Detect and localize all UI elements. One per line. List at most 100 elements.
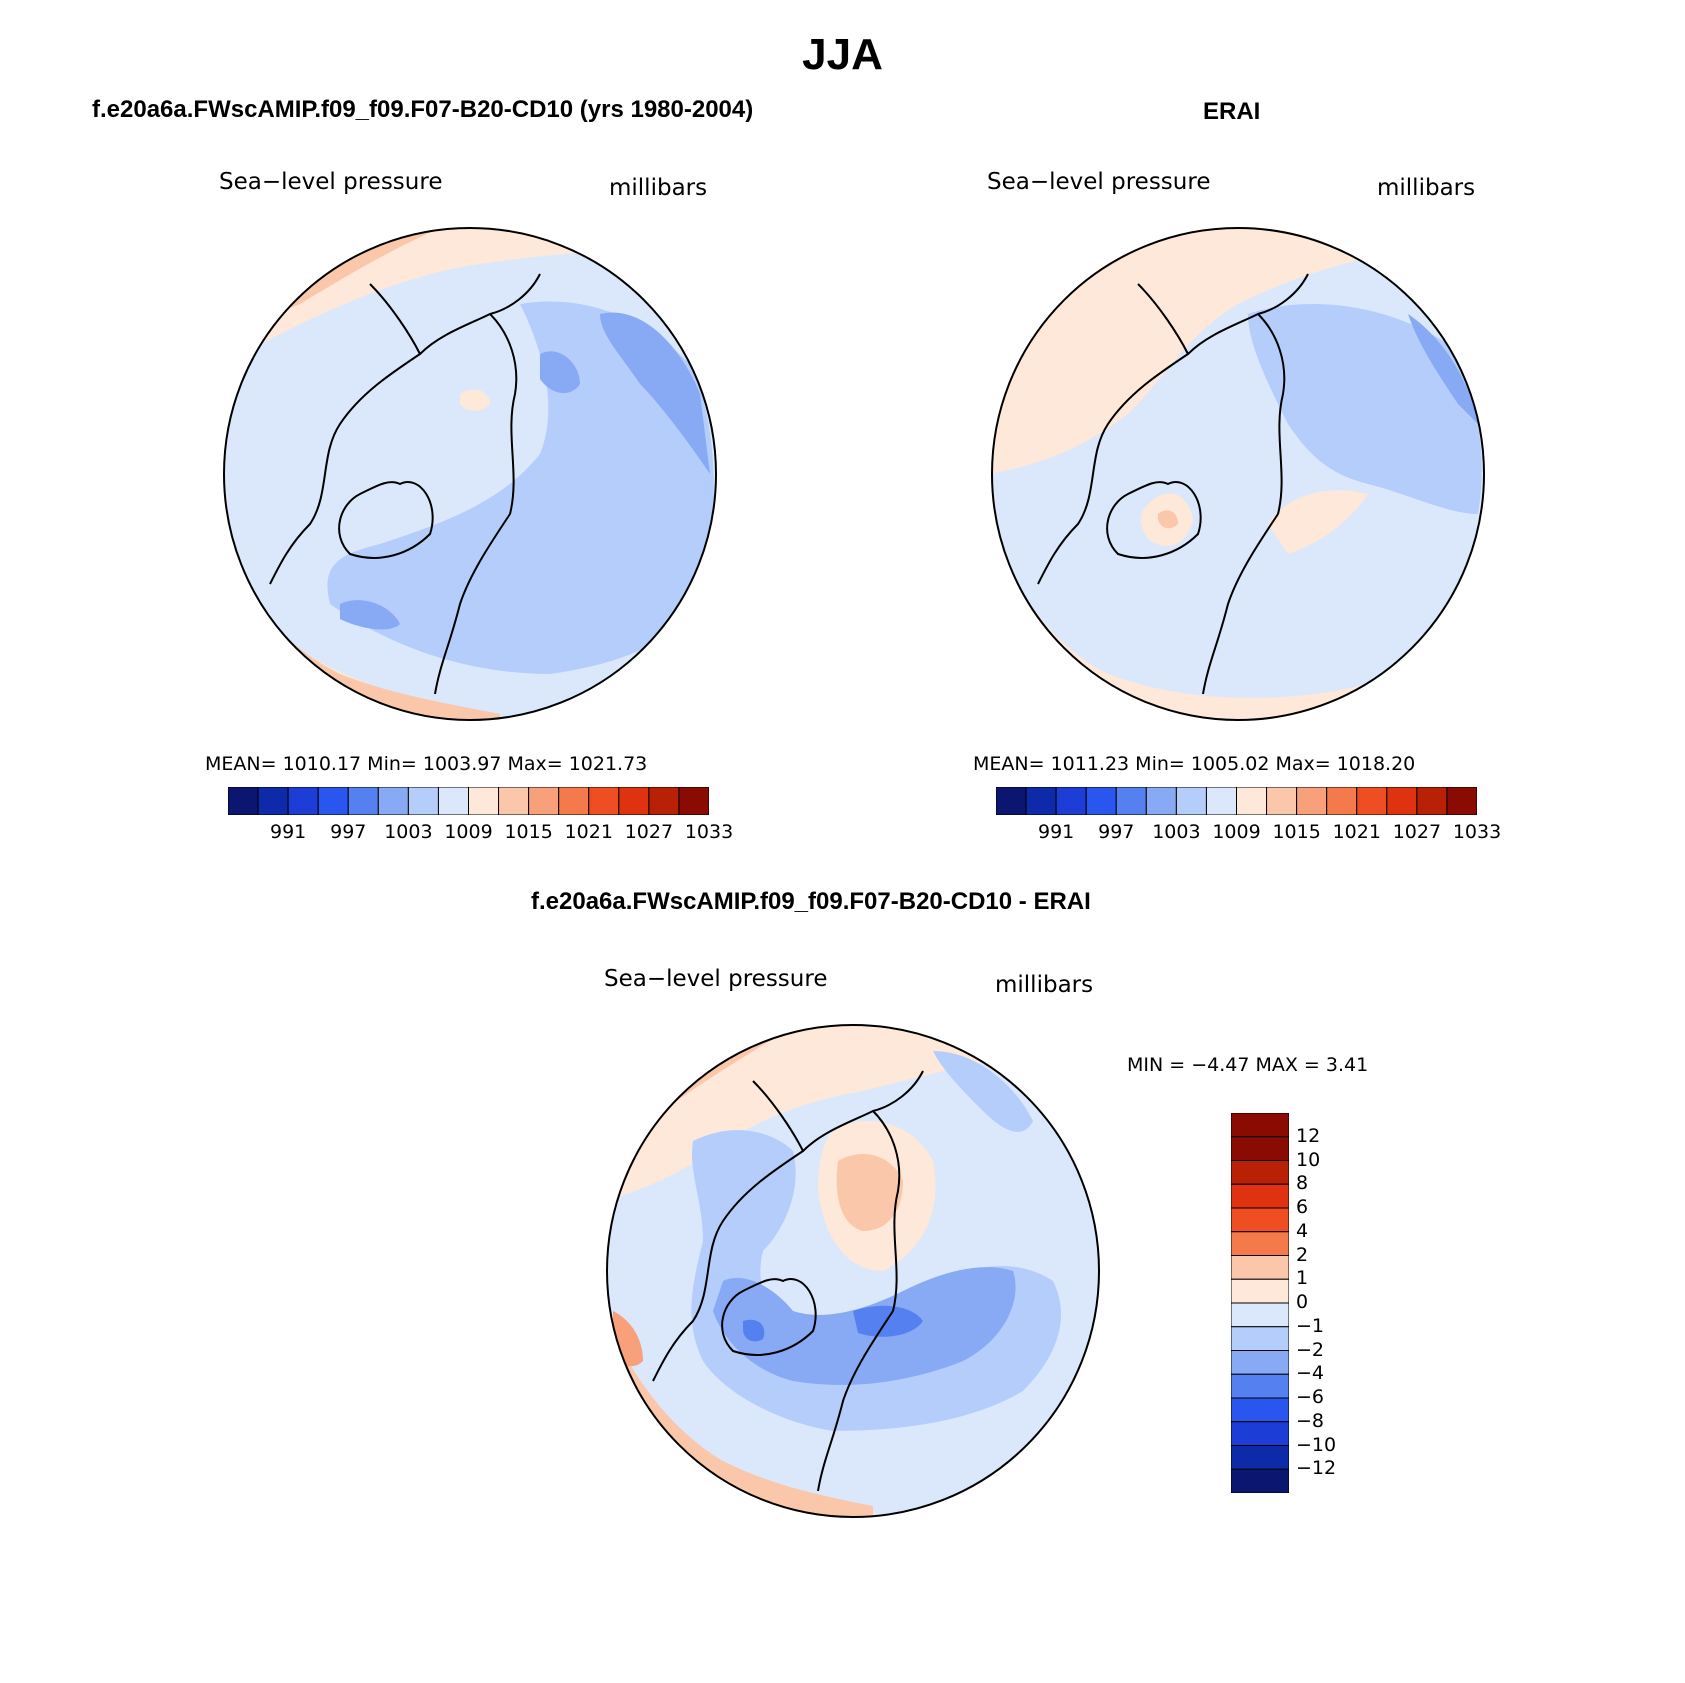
main-title: JJA <box>802 30 883 79</box>
panel-2-stats: MEAN= 1011.23 Min= 1005.02 Max= 1018.20 <box>973 753 1416 775</box>
colorbar-swatch <box>1231 1326 1289 1351</box>
diff-polar-map <box>606 1024 1100 1518</box>
colorbar-swatch <box>1231 1278 1289 1304</box>
colorbar-tick-label: −2 <box>1296 1338 1325 1361</box>
colorbar-swatch <box>1296 787 1328 815</box>
colorbar-tick-label: 1033 <box>684 821 734 843</box>
diff-variable-label: Sea−level pressure <box>604 966 828 992</box>
colorbar-swatch <box>1231 1113 1289 1138</box>
colorbar-tick-label: 1015 <box>1272 821 1321 843</box>
colorbar-swatch <box>1356 787 1388 815</box>
colorbar-swatch <box>407 787 439 815</box>
diff-colorbar-ticks: 12 10 8 6 4 2 1 0 −1 −2 −4 −6 −8 −10 −12 <box>1296 1113 1376 1493</box>
panel-1-polar-map <box>223 227 717 721</box>
colorbar-swatch <box>317 787 349 815</box>
colorbar-tick-label: 997 <box>1098 821 1135 843</box>
colorbar-swatch <box>1231 1302 1289 1328</box>
colorbar-tick-label: −12 <box>1296 1457 1337 1480</box>
colorbar-swatch <box>1231 1445 1289 1470</box>
colorbar-tick-label: 1027 <box>624 821 674 843</box>
colorbar-tick-label: 2 <box>1296 1243 1309 1266</box>
colorbar-swatch <box>1231 1373 1289 1399</box>
colorbar-swatch <box>528 787 560 815</box>
colorbar-tick-label: 1003 <box>384 821 433 843</box>
colorbar-swatch <box>678 787 709 815</box>
panel-2-polar-map <box>991 227 1485 721</box>
panel-2-title: ERAI <box>1203 98 1261 125</box>
colorbar-tick-label: 1027 <box>1392 821 1442 843</box>
colorbar-swatch <box>1231 1207 1289 1233</box>
colorbar-swatch <box>1231 1136 1289 1161</box>
colorbar-tick-label: 1009 <box>1212 821 1261 843</box>
colorbar-tick-label: 12 <box>1296 1124 1321 1147</box>
colorbar-swatch <box>468 787 500 815</box>
diff-colorbar <box>1231 1113 1289 1493</box>
diff-units-label: millibars <box>995 972 1094 998</box>
panel-1-units-label: millibars <box>609 175 708 201</box>
colorbar-tick-label: 4 <box>1296 1219 1309 1242</box>
colorbar-swatch <box>1266 787 1298 815</box>
colorbar-tick-label: 10 <box>1296 1148 1321 1171</box>
colorbar-tick-label: 1033 <box>1452 821 1502 843</box>
colorbar-swatch <box>1025 787 1057 815</box>
colorbar-swatch <box>1055 787 1087 815</box>
colorbar-swatch <box>347 787 379 815</box>
colorbar-swatch <box>1231 1397 1289 1423</box>
colorbar-swatch <box>377 787 409 815</box>
colorbar-swatch <box>1145 787 1177 815</box>
colorbar-tick-label: 0 <box>1296 1291 1309 1313</box>
colorbar-swatch <box>1236 787 1268 815</box>
colorbar-tick-label: −8 <box>1296 1409 1325 1432</box>
colorbar-swatch <box>618 787 650 815</box>
colorbar-tick-label: 1009 <box>444 821 493 843</box>
colorbar-swatch <box>1205 787 1238 815</box>
panel-2-variable-label: Sea−level pressure <box>987 169 1211 195</box>
colorbar-swatch <box>1231 1255 1289 1280</box>
diff-stats: MIN = −4.47 MAX = 3.41 <box>1127 1054 1369 1076</box>
colorbar-tick-label: 1021 <box>564 821 613 843</box>
colorbar-tick-label: 8 <box>1296 1172 1309 1195</box>
colorbar-swatch <box>1326 787 1358 815</box>
diff-panel-title: f.e20a6a.FWscAMIP.f09_f09.F07-B20-CD10 -… <box>531 888 1091 915</box>
colorbar-tick-label: 1 <box>1296 1267 1309 1290</box>
colorbar-tick-label: −10 <box>1296 1433 1337 1456</box>
colorbar-tick-label: 991 <box>269 821 307 843</box>
colorbar-tick-label: −1 <box>1296 1314 1325 1337</box>
colorbar-swatch <box>1231 1421 1289 1446</box>
colorbar-tick-label: −6 <box>1296 1386 1325 1408</box>
colorbar-swatch <box>648 787 680 815</box>
colorbar-swatch <box>588 787 620 815</box>
colorbar-swatch <box>1386 787 1418 815</box>
colorbar-swatch <box>498 787 530 815</box>
panel-1-colorbar <box>228 787 709 815</box>
colorbar-tick-label: −4 <box>1296 1362 1325 1385</box>
colorbar-swatch <box>558 787 590 815</box>
colorbar-swatch <box>287 787 319 815</box>
panel-1-variable-label: Sea−level pressure <box>219 169 443 195</box>
panel-2-colorbar-ticks: 991 997 1003 1009 1015 1021 1027 1033 <box>996 821 1501 847</box>
colorbar-swatch <box>1115 787 1147 815</box>
colorbar-swatch <box>228 787 259 815</box>
colorbar-swatch <box>1231 1350 1289 1375</box>
colorbar-swatch <box>1231 1468 1289 1493</box>
colorbar-swatch <box>1446 787 1477 815</box>
colorbar-tick-label: 991 <box>1037 821 1075 843</box>
colorbar-swatch <box>257 787 289 815</box>
colorbar-swatch <box>1231 1183 1289 1209</box>
colorbar-swatch <box>996 787 1027 815</box>
colorbar-swatch <box>1231 1160 1289 1185</box>
panel-1-title: f.e20a6a.FWscAMIP.f09_f09.F07-B20-CD10 (… <box>92 96 754 123</box>
panel-2-colorbar <box>996 787 1477 815</box>
colorbar-swatch <box>1416 787 1448 815</box>
colorbar-tick-label: 997 <box>330 821 367 843</box>
panel-2-units-label: millibars <box>1377 175 1476 201</box>
colorbar-swatch <box>1231 1231 1289 1256</box>
colorbar-swatch <box>437 787 470 815</box>
colorbar-tick-label: 1015 <box>504 821 553 843</box>
panel-1-stats: MEAN= 1010.17 Min= 1003.97 Max= 1021.73 <box>205 753 648 775</box>
colorbar-swatch <box>1175 787 1207 815</box>
colorbar-tick-label: 1021 <box>1332 821 1381 843</box>
colorbar-tick-label: 6 <box>1296 1196 1309 1218</box>
colorbar-swatch <box>1085 787 1117 815</box>
panel-1-colorbar-ticks: 991 997 1003 1009 1015 1021 1027 1033 <box>228 821 733 847</box>
